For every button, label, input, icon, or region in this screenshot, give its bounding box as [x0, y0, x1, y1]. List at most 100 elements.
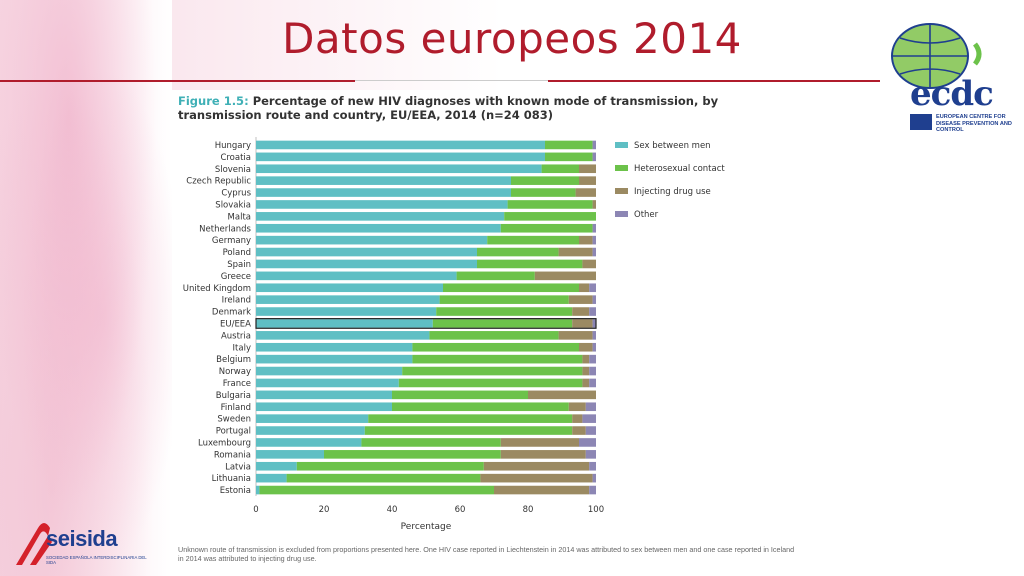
bar-portugal-sex-between-men [256, 426, 365, 435]
legend-swatch-injecting-drug-use [615, 188, 628, 194]
bar-austria-injecting-drug-use [558, 331, 593, 340]
bar-sweden-injecting-drug-use [572, 414, 583, 423]
bar-luxembourg-injecting-drug-use [500, 438, 579, 447]
category-label-slovenia: Slovenia [215, 165, 251, 175]
category-label-italy: Italy [233, 343, 251, 353]
bar-portugal-heterosexual-contact [364, 426, 573, 435]
bar-latvia-heterosexual-contact [296, 461, 484, 471]
title-rule-left [0, 80, 355, 82]
bar-belgium-injecting-drug-use [582, 354, 590, 364]
figure-footnote: Unknown route of transmission is exclude… [178, 545, 795, 563]
category-label-latvia: Latvia [225, 462, 251, 472]
bar-spain-sex-between-men [256, 259, 477, 269]
bar-greece-sex-between-men [256, 271, 457, 281]
bar-italy-other [592, 342, 596, 352]
seisida-wordmark: seisida [46, 526, 118, 551]
legend-swatch-heterosexual-contact [615, 165, 628, 171]
category-label-finland: Finland [221, 403, 251, 413]
bar-portugal-other [585, 426, 596, 435]
bar-slovenia-heterosexual-contact [541, 164, 579, 174]
bar-belgium-other [589, 354, 596, 364]
category-label-austria: Austria [221, 331, 251, 341]
bar-malta-sex-between-men [256, 212, 505, 221]
bar-poland-injecting-drug-use [558, 247, 593, 257]
bar-netherlands-heterosexual-contact [500, 223, 593, 233]
slide-title: Datos europeos 2014 [282, 14, 742, 63]
bar-sweden-other [582, 414, 596, 423]
bar-hungary-other [592, 140, 596, 150]
bar-czech-republic-injecting-drug-use [579, 176, 596, 185]
bar-sweden-heterosexual-contact [368, 414, 573, 423]
category-label-hungary: Hungary [215, 141, 251, 151]
slide-background-wash [172, 0, 502, 90]
bar-latvia-sex-between-men [256, 461, 297, 471]
bar-norway-heterosexual-contact [402, 366, 583, 376]
category-label-malta: Malta [228, 212, 251, 222]
x-axis-label: Percentage [401, 522, 452, 532]
bar-austria-heterosexual-contact [429, 331, 559, 340]
bar-germany-sex-between-men [256, 235, 488, 245]
bar-slovakia-injecting-drug-use [592, 200, 596, 209]
bar-spain-heterosexual-contact [477, 259, 583, 269]
bar-ireland-sex-between-men [256, 295, 440, 304]
bar-czech-republic-heterosexual-contact [511, 176, 579, 185]
legend-label-heterosexual-contact: Heterosexual contact [634, 164, 725, 174]
bar-bulgaria-sex-between-men [256, 390, 392, 400]
category-label-lithuania: Lithuania [212, 474, 251, 484]
category-label-germany: Germany [212, 236, 251, 246]
bar-poland-heterosexual-contact [477, 247, 559, 257]
x-tick-label-100: 100 [588, 505, 604, 515]
x-tick-label-60: 60 [455, 505, 466, 515]
bar-france-sex-between-men [256, 378, 399, 388]
bar-romania-other [585, 450, 596, 459]
bar-spain-injecting-drug-use [582, 259, 596, 269]
bar-germany-heterosexual-contact [487, 235, 579, 245]
category-label-croatia: Croatia [220, 153, 251, 163]
bar-netherlands-other [592, 223, 596, 233]
category-label-cyprus: Cyprus [221, 189, 251, 199]
bar-malta-heterosexual-contact [504, 212, 596, 221]
bar-romania-sex-between-men [256, 450, 324, 459]
title-rule-right [548, 80, 880, 82]
category-label-belgium: Belgium [216, 355, 251, 365]
bar-germany-injecting-drug-use [579, 235, 593, 245]
bar-france-injecting-drug-use [582, 378, 590, 388]
ecdc-wordmark: ecdc [910, 74, 994, 114]
category-label-estonia: Estonia [220, 486, 251, 496]
bar-czech-republic-sex-between-men [256, 176, 511, 185]
category-label-denmark: Denmark [212, 308, 251, 318]
bar-france-heterosexual-contact [398, 378, 583, 388]
bar-portugal-injecting-drug-use [572, 426, 586, 435]
category-label-greece: Greece [221, 272, 251, 282]
bar-denmark-heterosexual-contact [436, 307, 573, 316]
bar-finland-injecting-drug-use [568, 402, 586, 412]
category-label-czech-republic: Czech Republic [186, 177, 251, 187]
bar-sweden-sex-between-men [256, 414, 369, 423]
category-label-norway: Norway [219, 367, 251, 377]
bar-slovakia-sex-between-men [256, 200, 508, 209]
x-tick-label-80: 80 [523, 505, 534, 515]
bar-ireland-heterosexual-contact [439, 295, 569, 304]
bar-romania-injecting-drug-use [500, 450, 586, 459]
bar-united-kingdom-injecting-drug-use [579, 283, 590, 293]
ecdc-globe-logo-icon [891, 23, 982, 89]
bar-croatia-heterosexual-contact [545, 152, 593, 162]
category-label-slovakia: Slovakia [215, 200, 251, 210]
seisida-tagline: SOCIEDAD ESPAÑOLA INTERDISCIPLINARIA DEL… [46, 555, 147, 565]
bar-lithuania-other [592, 473, 596, 483]
bar-slovenia-sex-between-men [256, 164, 542, 174]
bar-cyprus-heterosexual-contact [511, 188, 576, 197]
legend-swatch-sex-between-men [615, 142, 628, 148]
bar-norway-other [589, 366, 596, 376]
bar-slovenia-injecting-drug-use [579, 164, 596, 174]
category-label-romania: Romania [214, 450, 251, 460]
x-tick-label-20: 20 [319, 505, 330, 515]
bar-united-kingdom-sex-between-men [256, 283, 443, 293]
bar-denmark-injecting-drug-use [572, 307, 590, 316]
bar-eu-eea-sex-between-men [256, 319, 433, 328]
bar-estonia-heterosexual-contact [259, 485, 494, 495]
bar-united-kingdom-other [589, 283, 596, 293]
legend-label-sex-between-men: Sex between men [634, 141, 711, 151]
bar-greece-heterosexual-contact [456, 271, 535, 281]
category-label-luxembourg: Luxembourg [198, 438, 251, 448]
